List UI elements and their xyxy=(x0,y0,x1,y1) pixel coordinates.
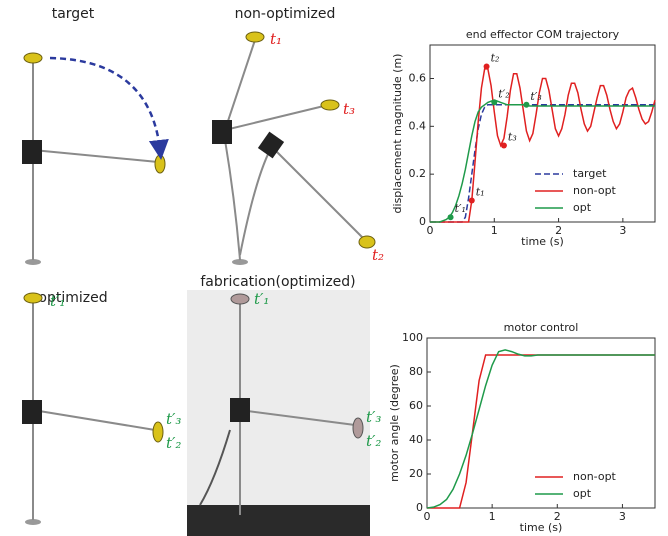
series-line xyxy=(430,68,656,223)
annotation-label: t′₁ xyxy=(455,202,466,215)
point-label: t′₁ xyxy=(254,290,269,308)
annotation-label: t₃ xyxy=(508,130,517,143)
point-label: t′₃ xyxy=(366,408,381,426)
x-tick-label: 0 xyxy=(427,224,434,237)
annotation-label: t₁ xyxy=(476,185,485,198)
annotation-point xyxy=(523,101,530,108)
x-axis-label: time (s) xyxy=(521,235,564,248)
x-tick-label: 2 xyxy=(554,510,561,523)
plot-frame xyxy=(426,337,656,509)
y-tick-label: 0.4 xyxy=(409,119,427,132)
legend-label: opt xyxy=(573,201,592,214)
annotation-point xyxy=(483,63,490,70)
legend-label: non-opt xyxy=(573,470,617,483)
point-label: t₂ xyxy=(372,246,384,264)
y-axis-label: displacement magnitude (m) xyxy=(391,54,404,214)
y-tick-label: 100 xyxy=(402,331,423,344)
y-axis-label: motor angle (degree) xyxy=(388,364,401,482)
y-tick-label: 0 xyxy=(419,215,426,228)
y-tick-label: 0 xyxy=(416,501,423,514)
y-tick-label: 0.2 xyxy=(409,167,427,180)
chart-title: end effector COM trajectory xyxy=(466,28,620,41)
annotation-label: t′₃ xyxy=(530,90,541,103)
point-label: t₁ xyxy=(270,30,282,48)
illustrations: target non-optimized t₁ t₃ t₂ optimized … xyxy=(22,6,384,536)
annotation-label: t₂ xyxy=(491,52,500,65)
x-tick-label: 3 xyxy=(619,224,626,237)
annotation-point xyxy=(491,99,498,106)
legend-label: opt xyxy=(573,487,592,500)
legend-label: non-opt xyxy=(573,184,617,197)
x-tick-label: 0 xyxy=(424,510,431,523)
panel-title: target xyxy=(52,6,95,22)
series-line xyxy=(427,354,655,509)
point-label: t′₂ xyxy=(166,434,181,452)
annotation-point xyxy=(468,197,475,204)
x-tick-label: 2 xyxy=(555,224,562,237)
plot-frame xyxy=(429,44,656,223)
annotation-label: t′₂ xyxy=(498,87,509,100)
panel-title: non-optimized xyxy=(235,6,336,22)
x-tick-label: 1 xyxy=(491,224,498,237)
panel-title: fabrication(optimized) xyxy=(200,274,355,290)
point-label: t₃ xyxy=(343,100,355,118)
chart-title: motor control xyxy=(504,321,579,334)
point-label: t′₁ xyxy=(50,292,65,310)
x-tick-label: 3 xyxy=(619,510,626,523)
y-tick-label: 40 xyxy=(409,433,423,446)
y-tick-label: 60 xyxy=(409,399,423,412)
legend-label: target xyxy=(573,167,607,180)
annotation-point xyxy=(500,142,507,149)
series-line xyxy=(430,99,655,223)
point-label: t′₂ xyxy=(366,432,381,450)
series-line xyxy=(426,349,655,509)
series-line xyxy=(430,104,655,223)
x-axis-label: time (s) xyxy=(520,521,563,534)
annotation-point xyxy=(447,214,454,221)
x-tick-label: 1 xyxy=(489,510,496,523)
point-label: t′₃ xyxy=(166,410,181,428)
y-tick-label: 20 xyxy=(409,467,423,480)
y-tick-label: 0.6 xyxy=(409,71,427,84)
panel-title: optimized xyxy=(38,290,107,306)
y-tick-label: 80 xyxy=(409,365,423,378)
